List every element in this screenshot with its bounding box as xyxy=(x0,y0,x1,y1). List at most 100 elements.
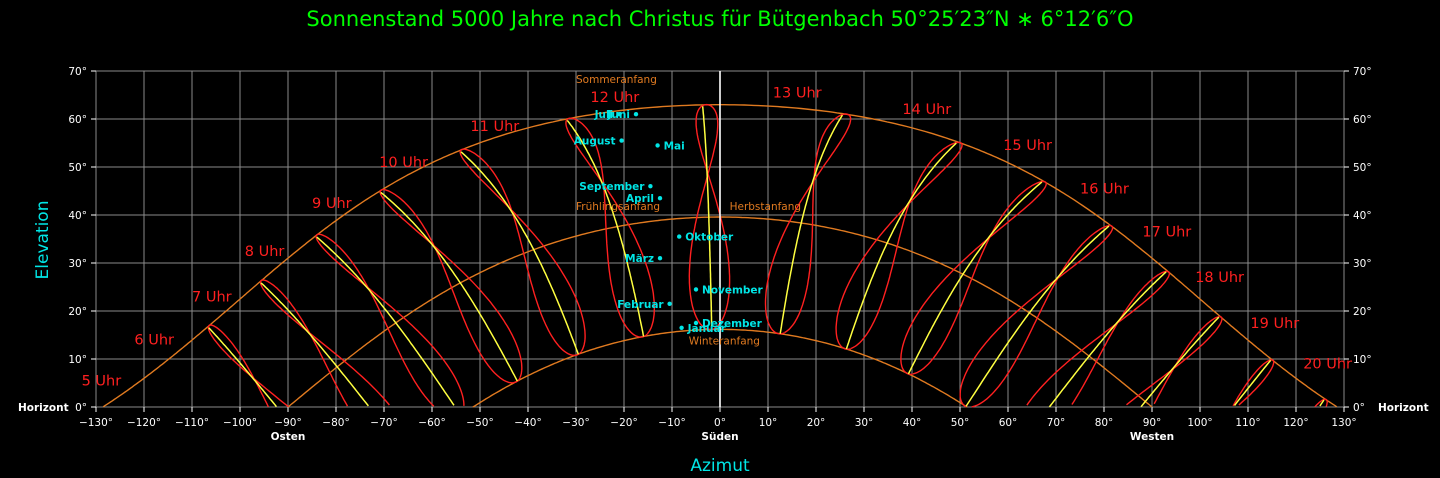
month-label: Oktober xyxy=(685,232,734,244)
y-axis: 0° 0° 10° 10° 20° 20° 30° 30° 40° 40° 50° 50° 60° 60°… xyxy=(18,66,1429,414)
month-dot xyxy=(617,112,622,117)
hour-label: 10 Uhr xyxy=(379,155,428,171)
month-dot xyxy=(693,287,699,292)
y-tick-label: 0° xyxy=(75,402,87,414)
curve-labels: 5 Uhr 6 Uhr 7 Uhr 8 Uhr 9 Uhr 10 Uhr 11 Uhr 12 … xyxy=(82,74,1352,389)
y-tick-label: 20° xyxy=(1353,306,1372,318)
month-dot xyxy=(693,320,699,326)
x-tick-label: 30° xyxy=(855,417,874,429)
hour-label: 7 Uhr xyxy=(192,289,232,305)
month-markers: JanuarFebruarMärzAprilMaiJuniJuliAugustS… xyxy=(574,109,764,335)
y-tick-label: 10° xyxy=(1353,354,1372,366)
mean-time-line xyxy=(1319,399,1325,407)
analemma-curve xyxy=(900,180,1047,376)
hour-label: 16 Uhr xyxy=(1080,181,1129,197)
month-dot xyxy=(667,301,672,306)
month-dot xyxy=(655,143,660,148)
x-tick-label: 0° xyxy=(714,417,726,429)
x-tick-label: −70° xyxy=(370,417,397,429)
x-tick-label: −100° xyxy=(223,417,257,429)
mean-time-line xyxy=(965,225,1110,407)
analemma-curve xyxy=(1026,270,1171,406)
x-tick-label: 80° xyxy=(1095,417,1114,429)
y-tick-label: 30° xyxy=(68,258,87,270)
x-tick-label: 130° xyxy=(1331,417,1356,429)
mean-time-line xyxy=(701,106,713,330)
x-tick-label: 50° xyxy=(951,417,970,429)
mean-time-line xyxy=(460,151,580,355)
x-tick-label: 70° xyxy=(1047,417,1066,429)
y-tick-label: 70° xyxy=(1353,66,1372,78)
analemma-curve xyxy=(207,324,289,408)
analemma-curve xyxy=(959,224,1114,408)
mean-time-line xyxy=(260,282,369,407)
month-dot xyxy=(657,256,663,261)
y-tick-label: 50° xyxy=(1353,162,1372,174)
x-axis-title: Azimut xyxy=(690,456,750,476)
analemma-curve xyxy=(459,148,586,356)
month-label: Dezember xyxy=(702,318,763,330)
month-label: März xyxy=(625,253,654,265)
direction-label: Süden xyxy=(701,431,738,443)
x-tick-label: −90° xyxy=(274,417,301,429)
hour-label: 15 Uhr xyxy=(1003,138,1052,154)
y-tick-label: 60° xyxy=(1353,114,1372,126)
hour-label: 14 Uhr xyxy=(902,102,951,118)
x-tick-label: −80° xyxy=(322,417,349,429)
analemma-curve xyxy=(259,279,390,407)
y-tick-label: 30° xyxy=(1353,258,1372,270)
season-label: Winteranfang xyxy=(689,336,760,348)
x-tick-label: 120° xyxy=(1283,417,1308,429)
hour-label: 12 Uhr xyxy=(590,90,639,106)
hour-label: 17 Uhr xyxy=(1142,225,1191,241)
month-label: November xyxy=(702,284,764,296)
hour-label: 19 Uhr xyxy=(1250,316,1299,332)
month-dot xyxy=(619,138,624,143)
x-tick-label: 60° xyxy=(999,417,1018,429)
y-tick-label: 60° xyxy=(68,114,87,126)
month-label: Juli xyxy=(594,109,614,121)
mean-time-line xyxy=(845,142,957,350)
y-tick-label: 0° xyxy=(1353,402,1365,414)
x-tick-label: 90° xyxy=(1143,417,1162,429)
analemma-curve xyxy=(565,117,656,338)
direction-label: Westen xyxy=(1130,431,1174,443)
mean-time-line xyxy=(779,114,844,334)
hour-label: 11 Uhr xyxy=(470,119,519,135)
hour-label: 6 Uhr xyxy=(134,333,174,349)
analemma-curve xyxy=(379,188,523,384)
hour-analemmas xyxy=(207,103,1328,408)
mean-time-line xyxy=(316,236,455,406)
x-tick-label: −20° xyxy=(610,417,637,429)
x-tick-label: 20° xyxy=(807,417,826,429)
month-dot xyxy=(657,196,663,201)
analemma-curve xyxy=(764,113,852,335)
x-tick-label: −50° xyxy=(466,417,493,429)
month-dot xyxy=(648,184,653,189)
chart-title: Sonnenstand 5000 Jahre nach Christus für… xyxy=(306,7,1133,31)
y-tick-label: 40° xyxy=(1353,210,1372,222)
x-tick-label: −60° xyxy=(418,417,445,429)
mean-time-line xyxy=(907,181,1043,375)
direction-label: Osten xyxy=(271,431,306,443)
mean-time-line xyxy=(1048,271,1167,408)
mean-time-line xyxy=(566,119,645,337)
month-label: September xyxy=(579,181,645,193)
hour-label: 18 Uhr xyxy=(1195,270,1244,286)
y-tick-label: 40° xyxy=(68,210,87,222)
x-tick-label: 40° xyxy=(903,417,922,429)
analemma-curve xyxy=(688,103,731,331)
hour-label: 9 Uhr xyxy=(312,196,352,212)
y-tick-label: 10° xyxy=(68,354,87,366)
x-tick-label: −40° xyxy=(514,417,541,429)
x-tick-label: −130° xyxy=(79,417,113,429)
mean-time-line xyxy=(1140,316,1220,408)
horizon-label: Horizont xyxy=(1378,402,1429,414)
x-axis: −130° −120° −110° −100° −90° −80° −70° −60° −50°… xyxy=(79,407,1357,443)
analemma-curve xyxy=(315,233,465,407)
season-label: Herbstanfang xyxy=(730,201,801,213)
x-tick-label: −10° xyxy=(658,417,685,429)
month-label: Januar xyxy=(687,323,727,335)
x-tick-label: −110° xyxy=(175,417,209,429)
month-dot xyxy=(679,325,684,330)
